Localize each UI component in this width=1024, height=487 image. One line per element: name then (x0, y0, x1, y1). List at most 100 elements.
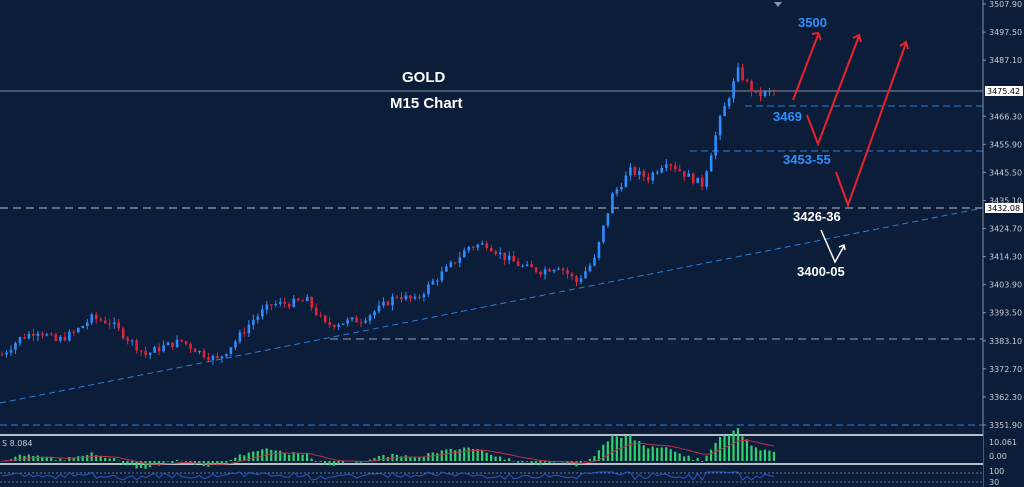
candle-body (310, 296, 313, 308)
candle-body (431, 280, 435, 285)
indicator-scale-top: 10.061 (989, 438, 1017, 447)
candle-body (359, 322, 363, 324)
shift-marker-icon[interactable] (774, 2, 782, 7)
histogram-bar (301, 454, 304, 461)
candle-body (449, 262, 453, 267)
histogram-bar (270, 449, 273, 461)
signal-line (1, 439, 775, 465)
histogram-bar (768, 450, 771, 461)
histogram-bar (638, 441, 641, 461)
histogram-bar (548, 461, 551, 464)
axis-label: 3351.90 (989, 421, 1022, 430)
price-axis[interactable] (983, 0, 1024, 487)
candle-body (63, 336, 67, 341)
histogram-bar (252, 451, 255, 461)
chart-title: GOLD (402, 69, 445, 86)
candle-body (732, 81, 735, 99)
histogram-bar (494, 456, 497, 461)
candle-body (736, 67, 740, 82)
candle-body (620, 187, 623, 190)
histogram-bar (180, 460, 183, 462)
candle-body (278, 301, 282, 304)
candle-body (588, 265, 592, 272)
histogram-bar (597, 450, 600, 461)
histogram-bar (220, 461, 223, 464)
histogram-bar (261, 449, 264, 461)
candle-body (328, 322, 331, 325)
candle-body (602, 225, 605, 243)
candle-body (166, 342, 170, 346)
candle-body (117, 322, 120, 329)
histogram-bar (368, 459, 372, 461)
histogram-bar (216, 461, 219, 466)
candle-body (422, 294, 426, 298)
rsi-scale-top: 100 (989, 467, 1004, 476)
candle-body (189, 343, 192, 349)
candle-body (59, 336, 62, 341)
candle-body (498, 252, 502, 254)
histogram-bar (113, 458, 116, 461)
candle-body (238, 332, 242, 342)
histogram-bar (404, 455, 407, 461)
histogram-bar (629, 434, 632, 461)
histogram-bar (723, 435, 726, 461)
candle-body (656, 172, 659, 174)
histogram-bar (400, 456, 403, 461)
histogram-bar (117, 460, 120, 462)
histogram-bar (741, 436, 744, 461)
candle-body (287, 304, 291, 307)
candle-body (629, 167, 632, 176)
trendline[interactable] (0, 207, 984, 404)
red-arrows (792, 31, 909, 208)
candle-body (72, 331, 76, 333)
candle-body (27, 333, 31, 339)
histogram-bar (642, 445, 645, 461)
histogram-bar (135, 461, 138, 469)
histogram-bar (310, 458, 313, 461)
histogram-bar (593, 456, 596, 461)
candle-body (606, 213, 610, 226)
candle-body (673, 165, 677, 170)
candle-body (418, 296, 421, 298)
candle-body (507, 255, 511, 261)
candle-body (741, 67, 744, 80)
candle-body (346, 319, 349, 324)
candle-body (400, 297, 403, 300)
histogram-bar (521, 461, 524, 463)
current-price-tag (985, 86, 1023, 96)
candle-body (633, 167, 637, 175)
candle-body (516, 261, 520, 267)
candle-body (94, 314, 98, 320)
histogram-bar (41, 456, 44, 461)
axis-label: 3403.90 (989, 281, 1022, 290)
histogram-bar (503, 459, 506, 461)
candle-body (377, 305, 381, 312)
histogram-bar (750, 445, 753, 461)
arrow-head-icon (899, 40, 909, 50)
histogram-bar (669, 449, 672, 461)
arrow-up-icon (811, 31, 822, 41)
histogram-bar (36, 455, 39, 461)
histogram-bar (50, 457, 53, 461)
candle-body (314, 307, 318, 315)
axis-label: 3497.50 (989, 28, 1022, 37)
candle-body (440, 271, 444, 281)
histogram-bar (611, 435, 614, 461)
histogram-bar (377, 456, 381, 461)
candle-body (521, 265, 524, 267)
histogram-bar (647, 448, 650, 461)
histogram-bar (620, 437, 623, 461)
candle-body (243, 332, 246, 334)
candle-body (261, 309, 264, 317)
histogram-bar (332, 461, 336, 466)
candle-body (768, 90, 771, 92)
histogram-bar (184, 461, 188, 462)
histogram-bar (323, 461, 327, 465)
candle-body (759, 91, 762, 97)
histogram-bar (588, 458, 591, 461)
candle-body (373, 311, 376, 316)
arrow-up-icon (792, 34, 819, 101)
candle-body (463, 250, 466, 258)
arrow-head-icon (852, 33, 862, 43)
